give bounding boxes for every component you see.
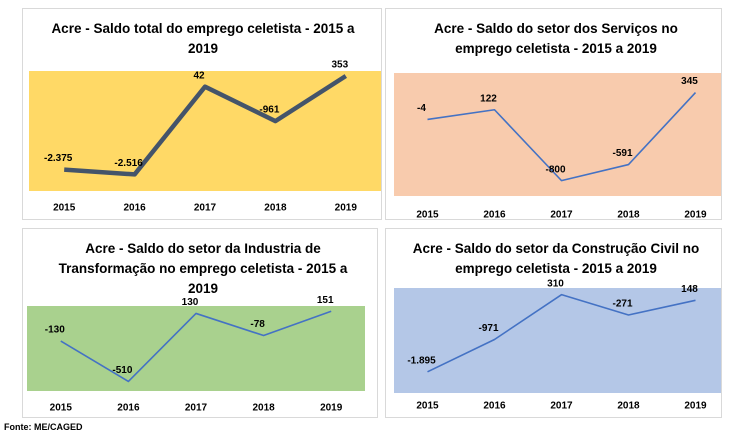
data-label: -971 [478,323,498,334]
x-tick-label: 2015 [50,403,73,414]
x-tick-label: 2016 [117,403,140,414]
line [64,74,348,177]
chart: -4 2015 122 2016 -800 2017 -591 2018 345 2019 [394,73,721,219]
line [427,293,696,373]
x-tick-label: 2016 [483,210,506,219]
x-tick-label: 2015 [416,210,439,219]
data-label: -2.375 [44,153,73,164]
data-label: -4 [417,103,426,114]
data-label: -800 [545,164,565,175]
plot-area [394,288,721,393]
x-tick-label: 2019 [684,210,707,219]
chart-title: Acre - Saldo do setor da Industria de Tr… [58,241,348,296]
x-tick-label: 2018 [617,210,640,219]
chart-title: Acre - Saldo do setor dos Serviços no em… [434,21,678,56]
data-label: 148 [681,284,698,295]
x-tick-label: 2017 [185,403,208,414]
x-tick-label: 2018 [252,403,275,414]
source: Fonte: ME/CAGED [4,422,83,432]
data-label: -1.895 [407,355,436,366]
x-tick-label: 2016 [123,203,146,214]
chart-panel: -4 2015 122 2016 -800 2017 -591 2018 345 2019 Acre… [385,8,722,220]
line [60,310,332,383]
data-label: -271 [612,299,632,310]
data-label: 151 [317,295,334,306]
chart: -1.895 2015 -971 2016 310 2017 -271 2018 148 2019 [394,278,721,412]
data-label: -961 [259,105,279,116]
data-label: -130 [45,325,65,336]
x-tick-label: 2015 [416,401,439,412]
chart: -2.375 2015 -2.516 2016 42 2017 -961 2018 353 201… [29,60,381,214]
chart-title: Acre - Saldo total do emprego celetista … [51,21,355,56]
data-label: 130 [182,297,199,308]
data-label: 345 [681,76,698,87]
chart-title: Acre - Saldo do setor da Construção Civi… [412,241,700,276]
chart-panel: -130 2015 -510 2016 130 2017 -78 2018 151 2019 Acr… [22,228,378,418]
data-label: -591 [612,148,632,159]
x-tick-label: 2019 [335,203,358,214]
data-label: -2.516 [114,158,143,169]
data-label: 353 [331,60,348,71]
data-label: 122 [480,93,497,104]
x-tick-label: 2019 [684,401,707,412]
data-label: 42 [193,70,205,81]
line [427,92,697,182]
plot-area [27,306,365,391]
x-tick-label: 2016 [483,401,506,412]
chart: -130 2015 -510 2016 130 2017 -78 2018 151 2019 [27,295,365,414]
chart-panel: -2.375 2015 -2.516 2016 42 2017 -961 2018 353 201… [22,8,382,220]
x-tick-label: 2019 [320,403,343,414]
x-tick-label: 2018 [264,203,287,214]
x-tick-label: 2017 [550,210,573,219]
data-label: 310 [547,278,564,289]
x-tick-label: 2015 [53,203,76,214]
x-tick-label: 2018 [617,401,640,412]
data-label: -78 [250,319,265,330]
chart-panel: -1.895 2015 -971 2016 310 2017 -271 2018 148 2019… [385,228,722,418]
x-tick-label: 2017 [194,203,217,214]
x-tick-label: 2017 [550,401,573,412]
data-label: -510 [112,365,132,376]
